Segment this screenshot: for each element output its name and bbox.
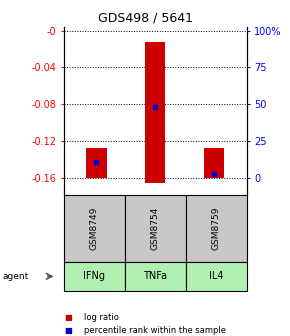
Text: percentile rank within the sample: percentile rank within the sample bbox=[84, 327, 226, 335]
Text: log ratio: log ratio bbox=[84, 313, 119, 322]
Bar bbox=[86, 148, 106, 178]
Text: GSM8759: GSM8759 bbox=[211, 207, 221, 250]
Text: GSM8749: GSM8749 bbox=[90, 207, 99, 250]
Text: GSM8754: GSM8754 bbox=[151, 207, 160, 250]
Text: ■: ■ bbox=[64, 327, 72, 335]
Bar bbox=[145, 42, 166, 183]
Text: IFNg: IFNg bbox=[83, 271, 105, 281]
Text: ■: ■ bbox=[64, 313, 72, 322]
Text: IL4: IL4 bbox=[209, 271, 223, 281]
Text: TNFa: TNFa bbox=[143, 271, 167, 281]
Text: agent: agent bbox=[3, 272, 29, 281]
Bar bbox=[204, 148, 224, 178]
Text: GDS498 / 5641: GDS498 / 5641 bbox=[97, 12, 193, 25]
